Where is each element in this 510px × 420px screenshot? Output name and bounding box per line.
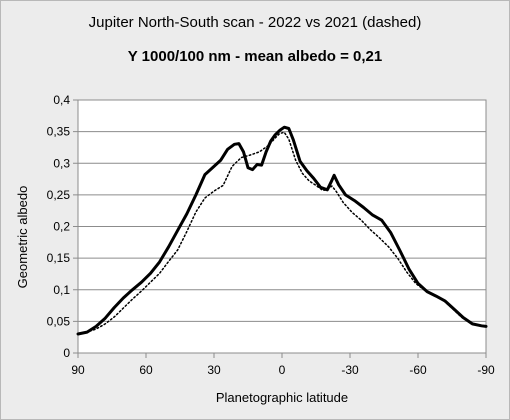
chart-subtitle: Y 1000/100 nm - mean albedo = 0,21: [127, 48, 383, 65]
y-tick-label: 0,35: [47, 125, 71, 139]
x-tick-label: -60: [409, 363, 427, 377]
y-axis-title: Geometric albedo: [15, 186, 30, 289]
grid-lines: [78, 131, 486, 322]
y-tick-label: 0,25: [47, 188, 71, 202]
y-tick-label: 0,2: [53, 220, 70, 234]
x-tick-label: 30: [207, 363, 221, 377]
x-axis-ticks: 90 60 30 0 -30 -60 -90: [71, 353, 495, 377]
x-tick-label: 60: [139, 363, 153, 377]
series-layer: [76, 125, 488, 336]
y-tick-label: 0,4: [53, 93, 70, 107]
chart-title: Jupiter North-South scan - 2022 vs 2021 …: [88, 14, 422, 31]
y-tick-label: 0,1: [53, 283, 70, 297]
series-line-2022: [76, 125, 488, 336]
x-tick-label: -30: [341, 363, 359, 377]
x-tick-label: -90: [477, 363, 495, 377]
series-line-2021: [77, 131, 487, 335]
y-axis-ticks: 0 0,05 0,1 0,15 0,2 0,25 0,3 0,35 0,4: [47, 93, 78, 360]
y-tick-label: 0: [63, 346, 70, 360]
x-tick-label: 90: [71, 363, 85, 377]
y-tick-label: 0,15: [47, 251, 71, 265]
y-tick-label: 0,3: [53, 156, 70, 170]
x-axis-title: Planetographic latitude: [216, 390, 348, 405]
x-tick-label: 0: [279, 363, 286, 377]
y-tick-label: 0,05: [47, 314, 71, 328]
